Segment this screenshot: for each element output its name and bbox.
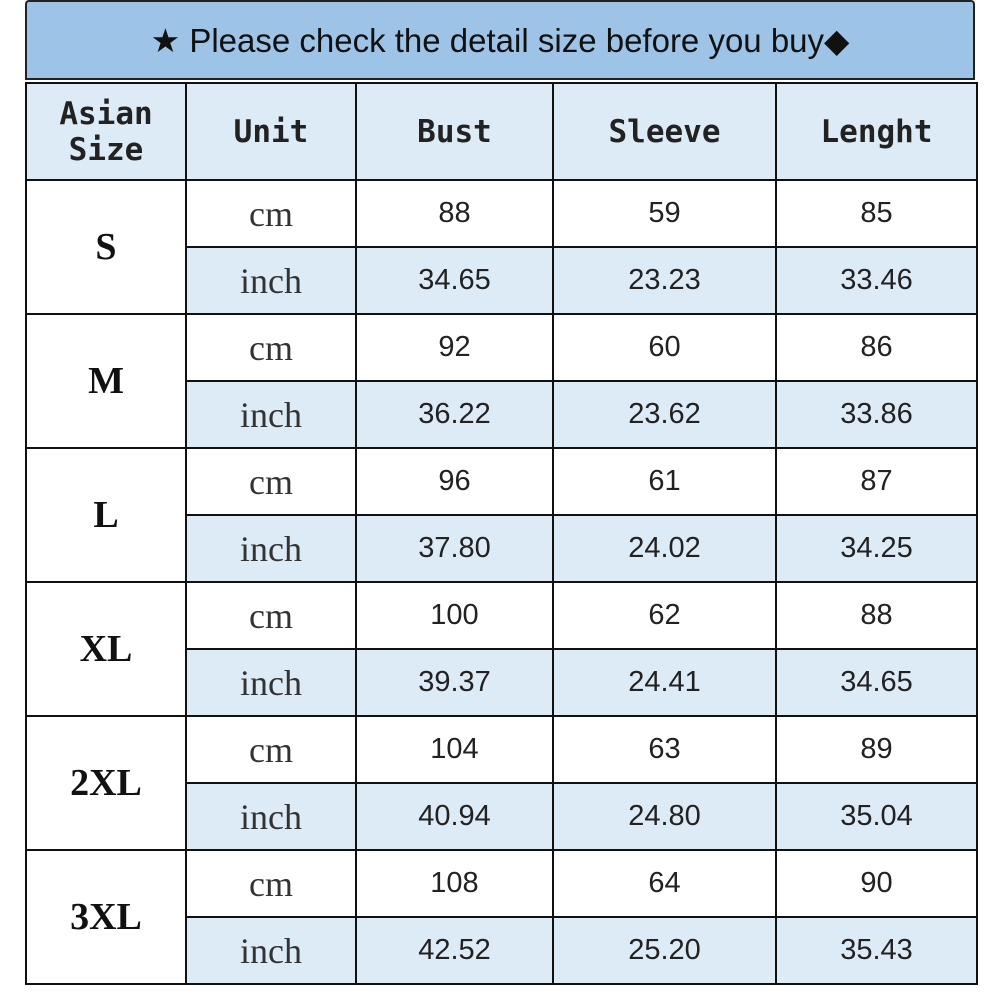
length-cell: 88	[775, 581, 978, 650]
length-cell: 86	[775, 313, 978, 382]
size-label: 3XL	[25, 849, 187, 985]
size-label: 2XL	[25, 715, 187, 851]
header-unit: Unit	[185, 82, 357, 181]
header-asian-size: Asian Size	[25, 82, 187, 181]
header-length: Lenght	[775, 82, 978, 181]
table-row: inch 36.22 23.62 33.86	[26, 380, 978, 449]
table-row: inch 37.80 24.02 34.25	[26, 514, 978, 583]
bust-cell: 100	[355, 581, 554, 650]
size-label: M	[25, 313, 187, 449]
sleeve-cell: 62	[552, 581, 777, 650]
length-cell: 34.65	[775, 648, 978, 717]
bust-cell: 92	[355, 313, 554, 382]
unit-cell: inch	[185, 782, 357, 851]
unit-cell: cm	[185, 447, 357, 516]
sleeve-cell: 59	[552, 179, 777, 248]
sleeve-cell: 24.80	[552, 782, 777, 851]
sleeve-cell: 64	[552, 849, 777, 918]
length-cell: 33.46	[775, 246, 978, 315]
table-row: inch 34.65 23.23 33.46	[26, 246, 978, 315]
bust-cell: 36.22	[355, 380, 554, 449]
table-row: inch 40.94 24.80 35.04	[26, 782, 978, 851]
bust-cell: 42.52	[355, 916, 554, 985]
length-cell: 34.25	[775, 514, 978, 583]
table-row: 3XL cm 108 64 90	[25, 849, 978, 985]
unit-cell: cm	[185, 179, 357, 248]
unit-cell: inch	[185, 380, 357, 449]
sleeve-cell: 23.62	[552, 380, 777, 449]
unit-cell: cm	[185, 581, 357, 650]
header-sleeve: Sleeve	[552, 82, 777, 181]
unit-cell: cm	[185, 849, 357, 918]
length-cell: 35.43	[775, 916, 978, 985]
length-cell: 90	[775, 849, 978, 918]
size-label: S	[25, 179, 187, 315]
sleeve-cell: 63	[552, 715, 777, 784]
bust-cell: 39.37	[355, 648, 554, 717]
sleeve-cell: 61	[552, 447, 777, 516]
unit-cell: cm	[185, 313, 357, 382]
bust-cell: 34.65	[355, 246, 554, 315]
length-cell: 33.86	[775, 380, 978, 449]
bust-cell: 104	[355, 715, 554, 784]
table-row: inch 42.52 25.20 35.43	[26, 916, 978, 985]
size-label: XL	[25, 581, 187, 717]
unit-cell: inch	[185, 648, 357, 717]
sleeve-cell: 25.20	[552, 916, 777, 985]
bust-cell: 37.80	[355, 514, 554, 583]
table-row: inch 39.37 24.41 34.65	[26, 648, 978, 717]
header-row: Asian Size Unit Bust Sleeve Lenght	[25, 82, 978, 181]
bust-cell: 108	[355, 849, 554, 918]
header-bust: Bust	[355, 82, 554, 181]
table-row: XL cm 100 62 88	[25, 581, 978, 717]
bust-cell: 40.94	[355, 782, 554, 851]
bust-cell: 88	[355, 179, 554, 248]
unit-cell: cm	[185, 715, 357, 784]
length-cell: 87	[775, 447, 978, 516]
length-cell: 35.04	[775, 782, 978, 851]
bust-cell: 96	[355, 447, 554, 516]
sleeve-cell: 24.02	[552, 514, 777, 583]
sleeve-cell: 60	[552, 313, 777, 382]
sleeve-cell: 23.23	[552, 246, 777, 315]
sleeve-cell: 24.41	[552, 648, 777, 717]
size-label: L	[25, 447, 187, 583]
length-cell: 89	[775, 715, 978, 784]
unit-cell: inch	[185, 246, 357, 315]
length-cell: 85	[775, 179, 978, 248]
table-row: 2XL cm 104 63 89	[25, 715, 978, 851]
unit-cell: inch	[185, 916, 357, 985]
unit-cell: inch	[185, 514, 357, 583]
size-chart-title: ★ Please check the detail size before yo…	[25, 0, 975, 80]
